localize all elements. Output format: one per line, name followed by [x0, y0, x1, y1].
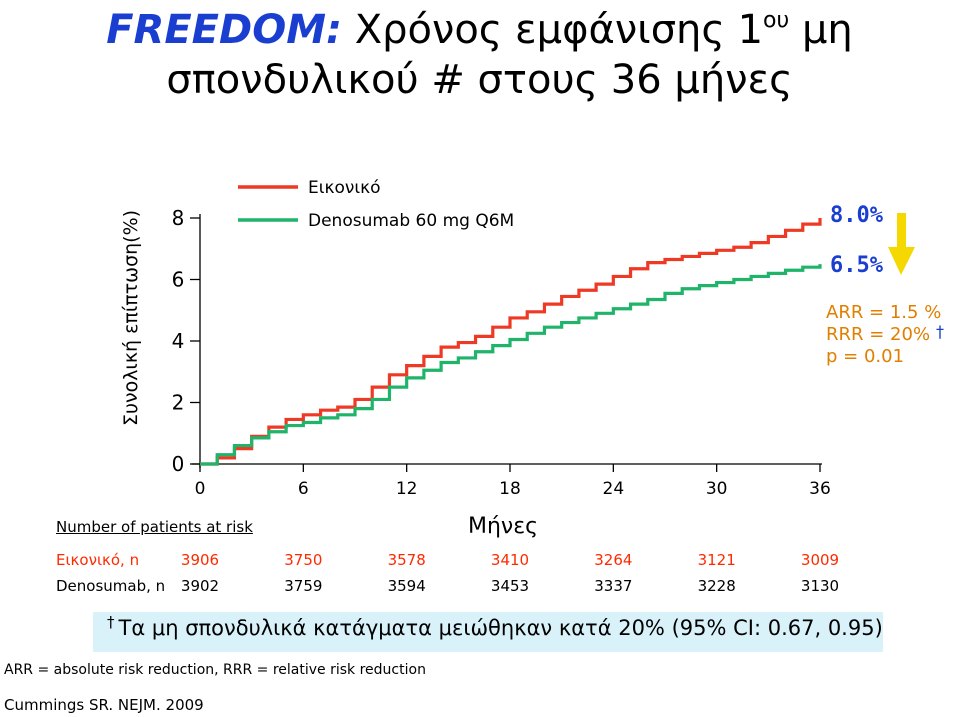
y-tick-label: 4 [172, 329, 185, 353]
risk-value-placebo: 3750 [284, 551, 323, 569]
risk-value-placebo: 3578 [387, 551, 426, 569]
arr-label: ARR = 1.5 % [826, 302, 942, 323]
abbreviations: ARR = absolute risk reduction, RRR = rel… [4, 662, 426, 678]
risk-value-placebo: 3410 [490, 551, 530, 569]
slide-title-line2: σπονδυλικού # στους 36 μήνες [166, 57, 793, 103]
y-tick-label: 0 [172, 452, 185, 476]
reduction-arrow-shaft [897, 213, 906, 251]
y-tick-label: 2 [172, 391, 185, 415]
denosumab-end-value: 6.5% [830, 253, 883, 278]
placebo-curve [200, 218, 822, 466]
risk-value-placebo: 3009 [800, 551, 840, 569]
stats-box: ARR = 1.5 % RRR = 20% p = 0.01 [826, 302, 941, 368]
risk-value-denosumab: 3902 [180, 577, 220, 595]
slide-title-line1: FREEDOM: Χρόνος εμφάνισης 1ου μη [0, 6, 959, 61]
x-tick-label: 0 [195, 479, 206, 499]
y-axis-label: Συνολική επίπτωση(%) [120, 210, 142, 426]
footnote-dagger: † [107, 613, 115, 631]
risk-row-label: Denosumab, n [56, 577, 166, 595]
risk-value-denosumab: 3228 [697, 577, 736, 595]
reduction-arrow-head [888, 247, 915, 275]
risk-value-placebo: 3264 [594, 551, 633, 569]
x-tick-label: 36 [809, 479, 831, 499]
risk-row-label: Εικονικό, n [56, 551, 140, 569]
title-text: Χρόνος εμφάνισης 1 [354, 7, 764, 53]
footnote-box: † Τα μη σπονδυλικά κατάγματα μειώθηκαν κα… [93, 612, 883, 652]
footnote-text: Τα μη σπονδυλικά κατάγματα μειώθηκαν κατ… [118, 616, 883, 640]
risk-value-denosumab: 3453 [490, 577, 530, 595]
placebo-end-value: 8.0% [830, 203, 883, 228]
study-name: FREEDOM: [106, 7, 342, 53]
x-tick-label: 24 [603, 479, 625, 499]
risk-value-denosumab: 3337 [594, 577, 633, 595]
risk-value-placebo: 3121 [697, 551, 736, 569]
risk-table-title: Number of patients at risk [56, 518, 253, 536]
y-tick-label: 6 [172, 268, 185, 292]
title-superscript: ου [763, 8, 790, 33]
risk-value-placebo: 3906 [180, 551, 220, 569]
x-tick-label: 30 [706, 479, 728, 499]
x-axis-label: Μήνες [468, 514, 539, 539]
x-tick-label: 12 [396, 479, 418, 499]
dagger-mark: † [936, 322, 944, 341]
citation: Cummings SR. NEJM. 2009 [4, 696, 204, 714]
x-tick-label: 18 [499, 479, 521, 499]
risk-row-denosumab: Denosumab, n 3902 3759 3594 3453 3337 3228 313… [0, 577, 959, 599]
risk-value-denosumab: 3759 [284, 577, 323, 595]
denosumab-curve [200, 264, 822, 466]
rrr-label: RRR = 20% [826, 324, 931, 345]
x-tick-label: 6 [298, 479, 309, 499]
y-tick-label: 8 [172, 206, 185, 230]
risk-value-denosumab: 3130 [800, 577, 840, 595]
p-value-label: p = 0.01 [826, 346, 905, 367]
risk-row-placebo: Εικονικό, n 3906 3750 3578 3410 3264 3121 3009 [0, 551, 959, 573]
risk-value-denosumab: 3594 [387, 577, 426, 595]
legend-denosumab-label: Denosumab 60 mg Q6M [308, 211, 514, 231]
legend-placebo-label: Εικονικό [308, 178, 381, 198]
title-text-end: μη [801, 7, 853, 53]
